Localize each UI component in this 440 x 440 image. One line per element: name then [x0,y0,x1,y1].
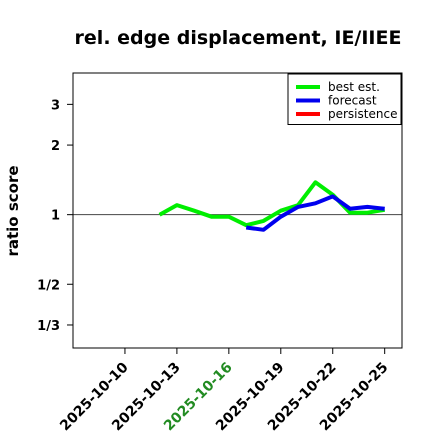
legend-label: persistence [328,107,397,121]
y-tick-label: 3 [51,98,60,113]
legend-label: best est. [328,80,380,94]
y-axis-label: ratio score [4,165,22,256]
x-axis: 2025-10-102025-10-132025-10-162025-10-19… [57,348,392,434]
chart-title: rel. edge displacement, IE/IIEE [75,27,402,49]
plot-frame [72,72,403,349]
series-layer [158,180,386,232]
y-tick-label: 1 [51,209,60,224]
y-tick-label: 1/2 [37,278,60,293]
legend-label: forecast [328,94,377,108]
series-line-forecast [245,194,385,232]
y-tick-label: 2 [51,139,60,154]
series-line-best-est [158,180,386,228]
y-tick-label: 1/3 [37,319,60,334]
y-axis: 1/3 1/2 1 2 3 [37,98,73,334]
